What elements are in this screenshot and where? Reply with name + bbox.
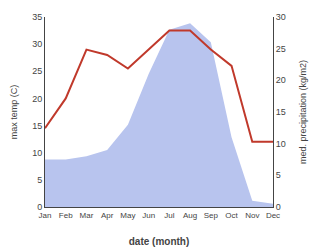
svg-text:0: 0	[37, 202, 42, 212]
svg-text:Jul: Jul	[164, 211, 174, 220]
svg-text:10: 10	[276, 139, 286, 149]
svg-text:0: 0	[276, 202, 281, 212]
svg-text:Feb: Feb	[59, 211, 73, 220]
svg-text:date (month): date (month)	[129, 236, 190, 247]
svg-text:Jun: Jun	[142, 211, 155, 220]
svg-text:Nov: Nov	[245, 211, 259, 220]
svg-text:25: 25	[32, 66, 42, 76]
svg-text:Mar: Mar	[80, 211, 94, 220]
svg-text:5: 5	[37, 175, 42, 185]
svg-text:15: 15	[32, 121, 42, 131]
svg-text:Sep: Sep	[204, 211, 219, 220]
svg-text:30: 30	[276, 12, 286, 22]
svg-text:35: 35	[32, 12, 42, 22]
svg-text:med. precipitation (kg/m2): med. precipitation (kg/m2)	[298, 60, 308, 164]
svg-text:Aug: Aug	[183, 211, 197, 220]
svg-text:5: 5	[276, 170, 281, 180]
svg-text:30: 30	[32, 39, 42, 49]
svg-text:Jan: Jan	[39, 211, 52, 220]
svg-text:May: May	[120, 211, 135, 220]
svg-text:10: 10	[32, 148, 42, 158]
svg-text:Apr: Apr	[101, 211, 114, 220]
svg-text:25: 25	[276, 44, 286, 54]
svg-text:max temp (C): max temp (C)	[9, 85, 19, 140]
svg-text:20: 20	[32, 94, 42, 104]
svg-text:15: 15	[276, 107, 286, 117]
svg-text:20: 20	[276, 75, 286, 85]
svg-text:Oct: Oct	[225, 211, 238, 220]
svg-text:Dec: Dec	[266, 211, 280, 220]
